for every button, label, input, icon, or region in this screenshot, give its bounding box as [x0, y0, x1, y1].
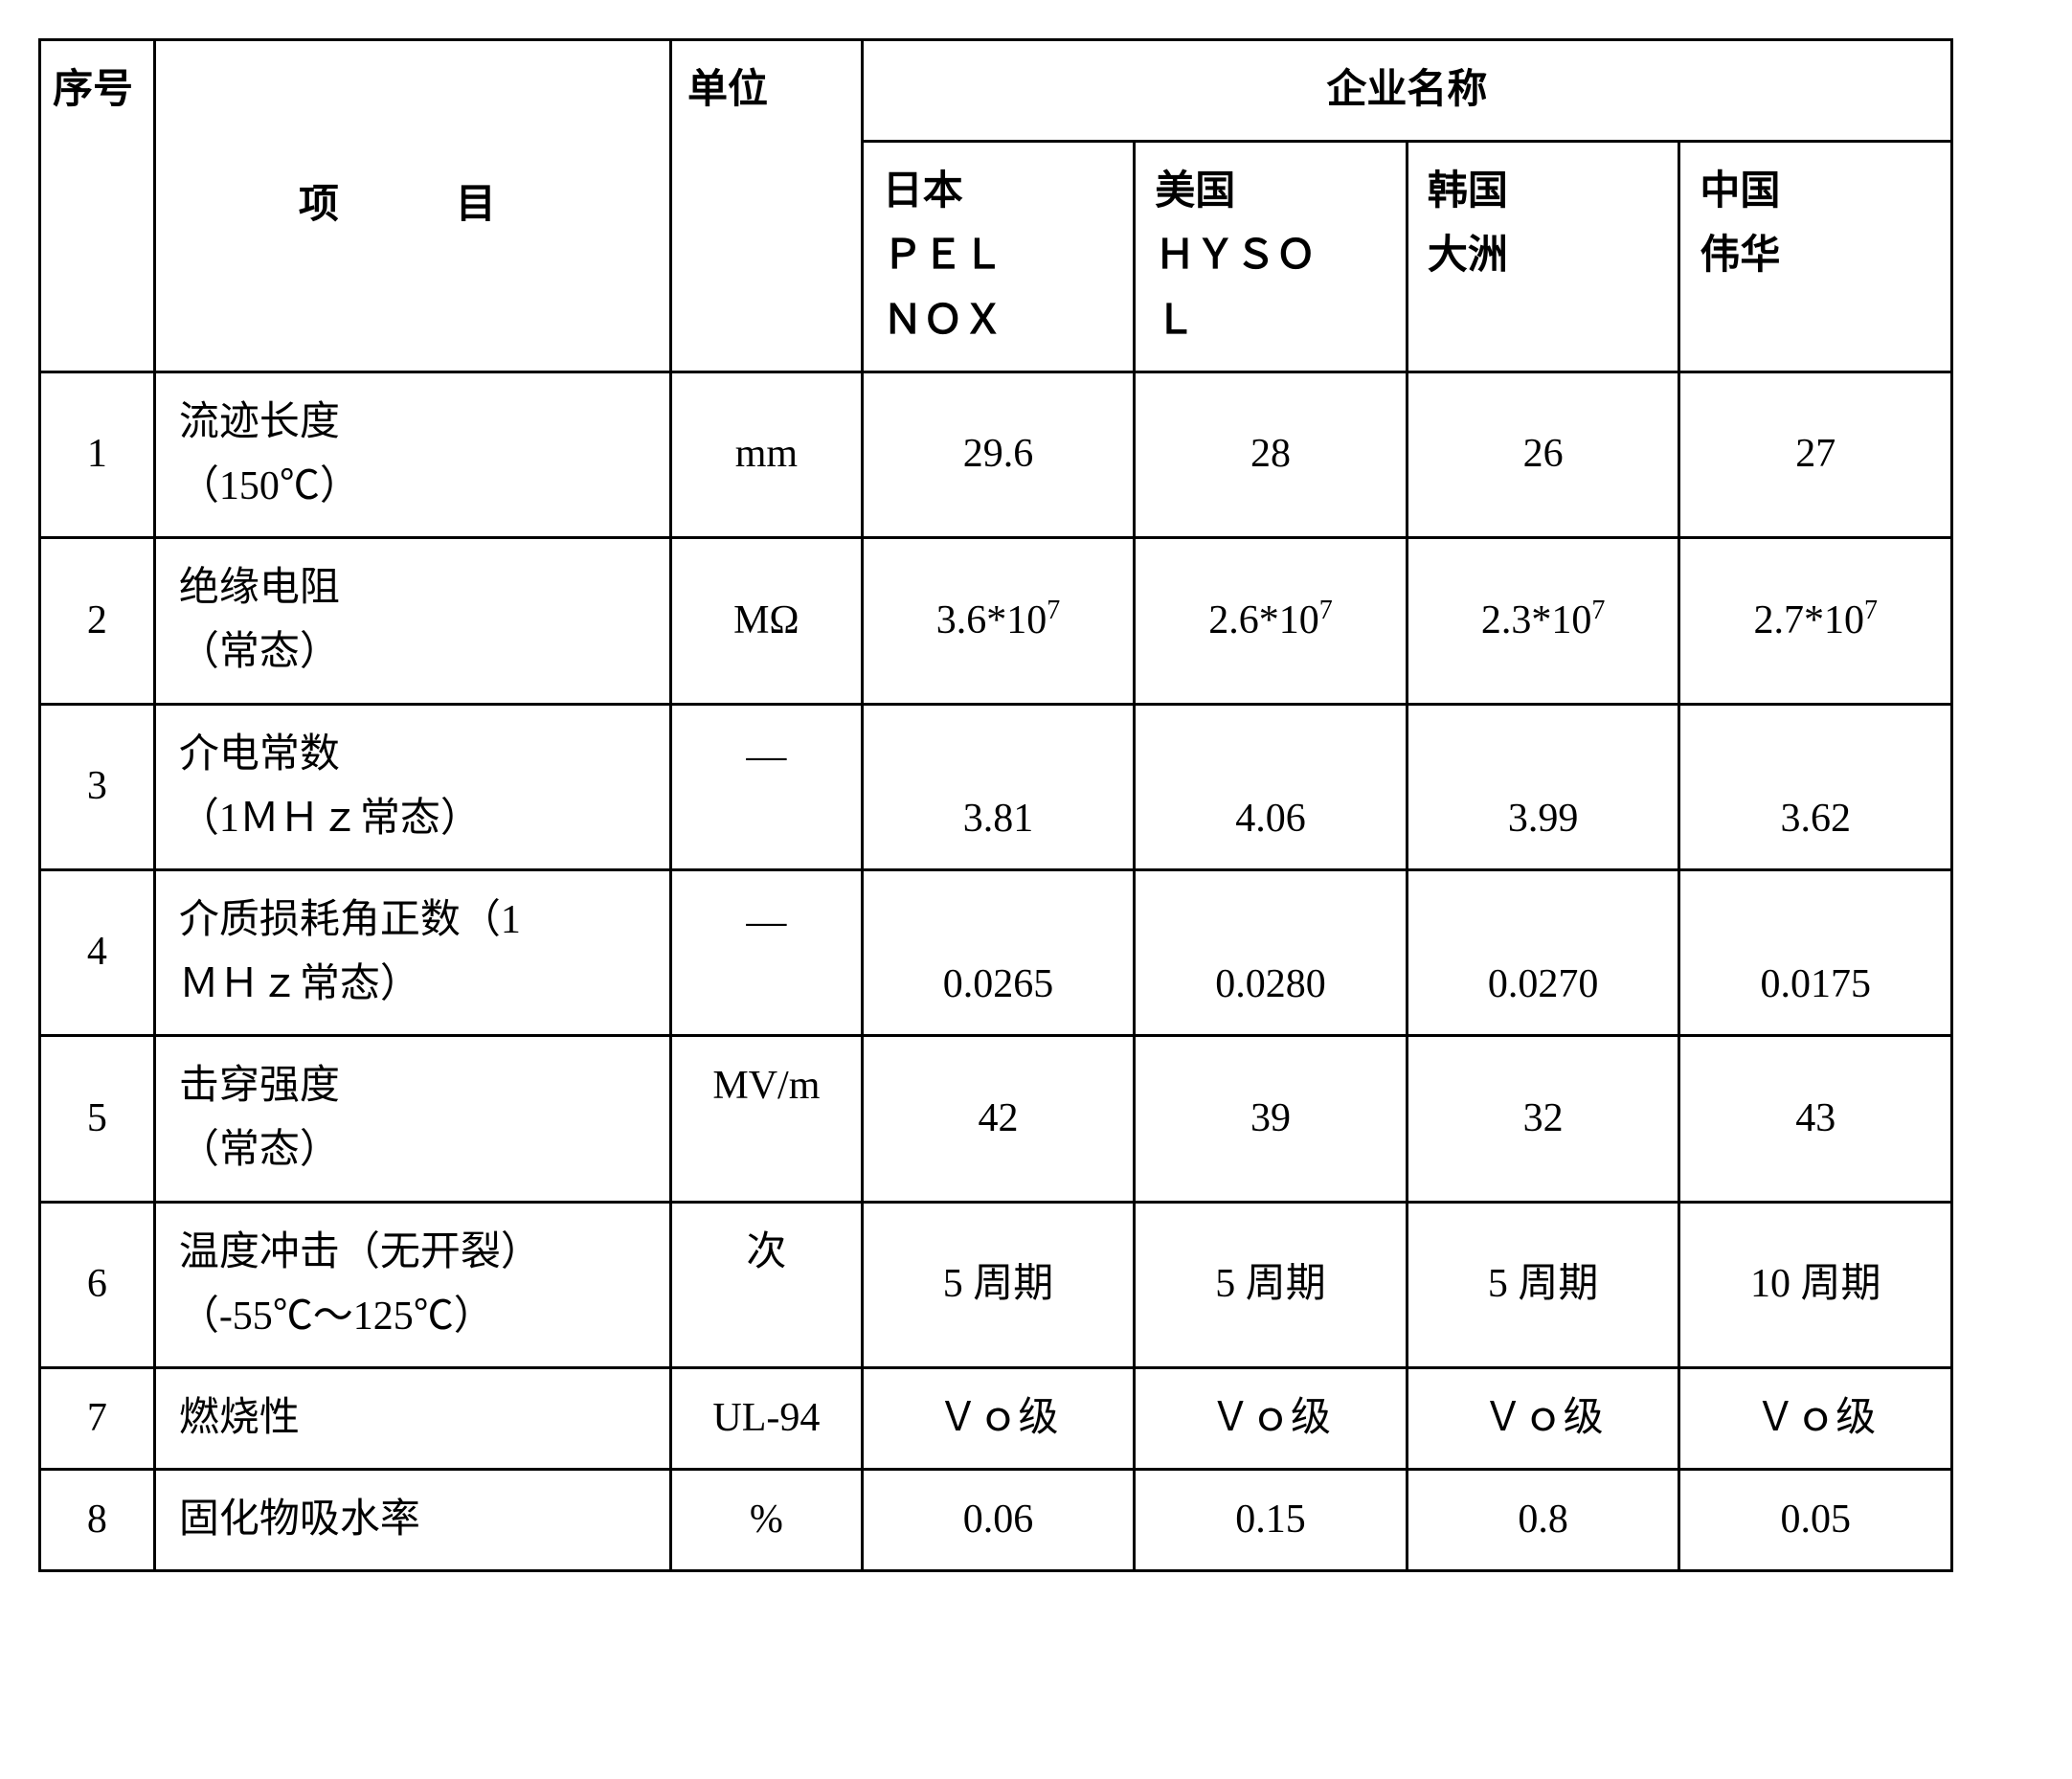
data-cell: 29.6 [862, 372, 1135, 537]
unit-cell: % [671, 1470, 863, 1571]
data-cell: 4.06 [1135, 704, 1408, 869]
item-cell: 绝缘电阻 （常态） [154, 538, 670, 704]
seq-cell: 8 [40, 1470, 155, 1571]
header-item: 项 目 [154, 40, 670, 372]
seq-cell: 6 [40, 1202, 155, 1367]
data-cell: 0.15 [1135, 1470, 1408, 1571]
data-cell: 5 周期 [862, 1202, 1135, 1367]
seq-cell: 1 [40, 372, 155, 537]
item-cell: 介电常数 （1ＭＨｚ常态） [154, 704, 670, 869]
data-cell: 3.6*107 [862, 538, 1135, 704]
data-cell: 0.0175 [1679, 869, 1952, 1035]
data-cell: 42 [862, 1036, 1135, 1202]
data-cell: 3.81 [862, 704, 1135, 869]
seq-cell: 3 [40, 704, 155, 869]
header-japan: 日本 ＰＥＬ ＮＯＸ [862, 142, 1135, 372]
header-korea: 韩国 大洲 [1407, 142, 1679, 372]
china-line1: 中国 [1700, 169, 1780, 214]
usa-line3: Ｌ [1155, 299, 1195, 343]
data-cell: 0.0280 [1135, 869, 1408, 1035]
unit-cell: mm [671, 372, 863, 537]
korea-line1: 韩国 [1428, 169, 1508, 214]
data-cell: 3.99 [1407, 704, 1679, 869]
data-cell: 43 [1679, 1036, 1952, 1202]
data-cell: 0.05 [1679, 1470, 1952, 1571]
unit-cell: 次 [671, 1202, 863, 1367]
seq-cell: 4 [40, 869, 155, 1035]
table-row: 6 温度冲击（无开裂） （-55℃～125℃） 次 5 周期 5 周期 5 周期… [40, 1202, 1952, 1367]
table-row: 1 流迹长度 （150℃） mm 29.6 28 26 27 [40, 372, 1952, 537]
comparison-table: 序号 项 目 单位 企业名称 日本 ＰＥＬ ＮＯＸ 美国 ＨＹＳＯ Ｌ 韩国 大… [38, 38, 1953, 1572]
header-unit: 单位 [671, 40, 863, 372]
item-cell: 温度冲击（无开裂） （-55℃～125℃） [154, 1202, 670, 1367]
data-cell: 5 周期 [1407, 1202, 1679, 1367]
header-seq: 序号 [40, 40, 155, 372]
item-cell: 流迹长度 （150℃） [154, 372, 670, 537]
item-cell: 燃烧性 [154, 1368, 670, 1470]
unit-cell: UL-94 [671, 1368, 863, 1470]
data-cell: 5 周期 [1135, 1202, 1408, 1367]
data-cell: Ｖｏ级 [1407, 1368, 1679, 1470]
table-row: 7 燃烧性 UL-94 Ｖｏ级 Ｖｏ级 Ｖｏ级 Ｖｏ级 [40, 1368, 1952, 1470]
table-row: 4 介质损耗角正数（1 ＭＨｚ常态） — 0.0265 0.0280 0.027… [40, 869, 1952, 1035]
data-cell: 0.06 [862, 1470, 1135, 1571]
data-cell: Ｖｏ级 [1679, 1368, 1952, 1470]
header-row-1: 序号 项 目 单位 企业名称 [40, 40, 1952, 142]
unit-cell: — [671, 704, 863, 869]
item-cell: 介质损耗角正数（1 ＭＨｚ常态） [154, 869, 670, 1035]
data-cell: Ｖｏ级 [1135, 1368, 1408, 1470]
seq-cell: 2 [40, 538, 155, 704]
table-row: 2 绝缘电阻 （常态） MΩ 3.6*107 2.6*107 2.3*107 2… [40, 538, 1952, 704]
data-cell: 39 [1135, 1036, 1408, 1202]
unit-cell: MV/m [671, 1036, 863, 1202]
item-cell: 击穿强度 （常态） [154, 1036, 670, 1202]
header-company-group: 企业名称 [862, 40, 1951, 142]
china-line2: 伟华 [1700, 234, 1780, 278]
seq-cell: 5 [40, 1036, 155, 1202]
usa-line1: 美国 [1155, 169, 1235, 214]
header-china: 中国 伟华 [1679, 142, 1952, 372]
data-cell: 27 [1679, 372, 1952, 537]
japan-line2: ＰＥＬ [883, 234, 1003, 278]
korea-line2: 大洲 [1428, 234, 1508, 278]
data-cell: 0.0265 [862, 869, 1135, 1035]
unit-cell: — [671, 869, 863, 1035]
seq-cell: 7 [40, 1368, 155, 1470]
data-cell: 0.8 [1407, 1470, 1679, 1571]
data-cell: 2.7*107 [1679, 538, 1952, 704]
unit-cell: MΩ [671, 538, 863, 704]
item-cell: 固化物吸水率 [154, 1470, 670, 1571]
data-cell: 2.3*107 [1407, 538, 1679, 704]
table-row: 8 固化物吸水率 % 0.06 0.15 0.8 0.05 [40, 1470, 1952, 1571]
data-cell: 28 [1135, 372, 1408, 537]
table-row: 3 介电常数 （1ＭＨｚ常态） — 3.81 4.06 3.99 3.62 [40, 704, 1952, 869]
data-cell: Ｖｏ级 [862, 1368, 1135, 1470]
data-cell: 3.62 [1679, 704, 1952, 869]
data-cell: 10 周期 [1679, 1202, 1952, 1367]
usa-line2: ＨＹＳＯ [1155, 234, 1316, 278]
table-row: 5 击穿强度 （常态） MV/m 42 39 32 43 [40, 1036, 1952, 1202]
data-cell: 0.0270 [1407, 869, 1679, 1035]
header-usa: 美国 ＨＹＳＯ Ｌ [1135, 142, 1408, 372]
data-cell: 26 [1407, 372, 1679, 537]
japan-line1: 日本 [883, 169, 963, 214]
japan-line3: ＮＯＸ [883, 299, 1003, 343]
data-cell: 32 [1407, 1036, 1679, 1202]
data-cell: 2.6*107 [1135, 538, 1408, 704]
